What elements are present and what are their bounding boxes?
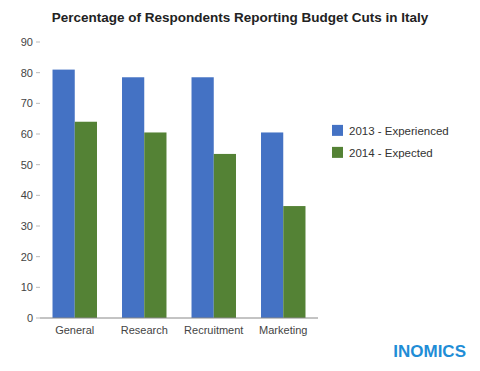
- y-tick: [36, 226, 40, 227]
- x-axis: [40, 318, 318, 319]
- y-tick: [36, 256, 40, 257]
- y-tick-label: 0: [27, 312, 33, 324]
- y-tick-label: 40: [21, 189, 33, 201]
- legend-label: 2014 - Expected: [349, 147, 433, 159]
- y-tick: [36, 134, 40, 135]
- bar: [53, 70, 75, 318]
- bar: [122, 77, 144, 318]
- annotation: INOMICS: [393, 342, 466, 361]
- y-tick-label: 60: [21, 128, 33, 140]
- y-tick-label: 90: [21, 36, 33, 48]
- y-tick: [36, 287, 40, 288]
- bar: [261, 132, 283, 318]
- bar: [75, 122, 97, 318]
- y-tick-label: 80: [21, 67, 33, 79]
- legend-label: 2013 - Experienced: [349, 125, 449, 137]
- background: [0, 0, 480, 371]
- y-tick-label: 30: [21, 220, 33, 232]
- y-tick: [36, 164, 40, 165]
- bar: [144, 132, 166, 318]
- bar: [214, 154, 236, 318]
- title: Percentage of Respondents Reporting Budg…: [52, 10, 429, 25]
- bars: [53, 70, 306, 318]
- bar: [283, 206, 305, 318]
- chart: Percentage of Respondents Reporting Budg…: [0, 0, 480, 371]
- y-tick-label: 50: [21, 159, 33, 171]
- y-tick: [36, 195, 40, 196]
- x-tick-label: Recruitment: [184, 324, 243, 336]
- chart-container: Percentage of Respondents Reporting Budg…: [0, 0, 480, 371]
- legend-swatch: [332, 125, 343, 136]
- y-tick-label: 70: [21, 97, 33, 109]
- y-tick: [36, 42, 40, 43]
- y-tick: [36, 72, 40, 73]
- x-tick-label: Marketing: [259, 324, 307, 336]
- y-tick: [36, 103, 40, 104]
- legend: 2013 - Experienced 2014 - Expected: [332, 125, 449, 159]
- x-tick-label: General: [55, 324, 94, 336]
- y-tick-label: 10: [21, 281, 33, 293]
- x-tick-label: Research: [121, 324, 168, 336]
- bar: [192, 77, 214, 318]
- y-tick-label: 20: [21, 251, 33, 263]
- legend-swatch: [332, 147, 343, 158]
- y-tick: [36, 318, 40, 319]
